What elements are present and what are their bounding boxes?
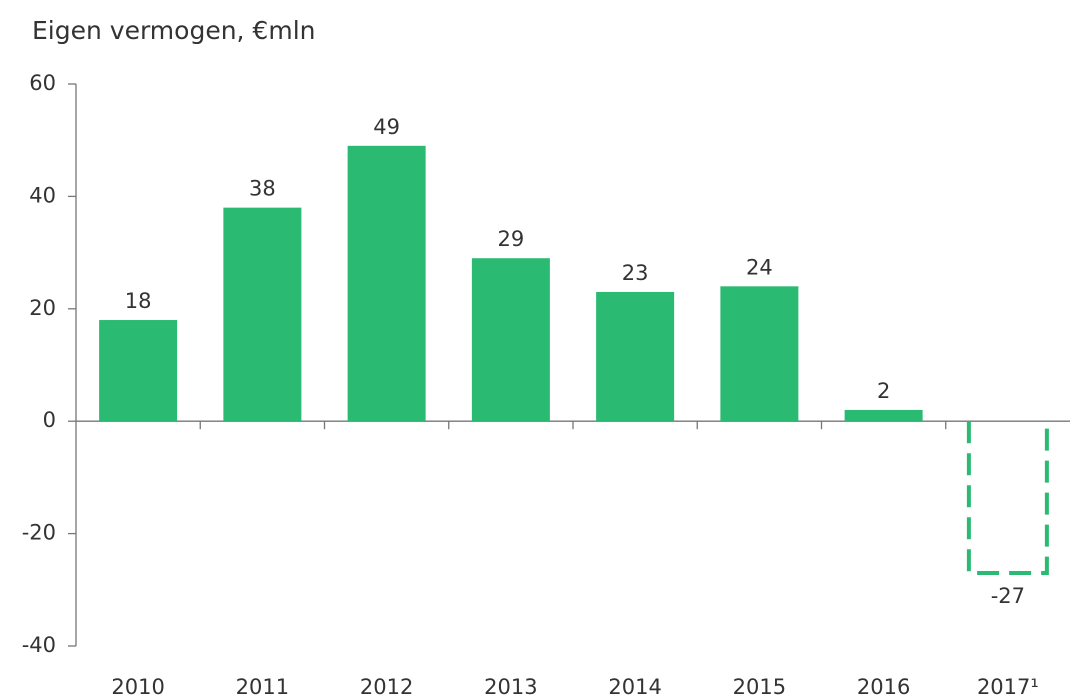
x-tick-label: 2011: [236, 675, 289, 698]
data-label: 18: [125, 289, 152, 313]
y-tick-label: 40: [29, 183, 56, 207]
bar: [99, 320, 178, 422]
x-tick-label: 2015: [733, 675, 786, 698]
x-tick-label: 2017¹: [977, 675, 1039, 698]
y-tick-label: 20: [29, 296, 56, 320]
bar: [471, 258, 550, 422]
x-tick-label: 2010: [111, 675, 164, 698]
chart-title: Eigen vermogen, €mln: [32, 16, 315, 45]
x-tick-label: 2012: [360, 675, 413, 698]
bar: [596, 291, 675, 422]
y-tick-label: 60: [29, 71, 56, 95]
bar: [720, 286, 799, 422]
y-tick-label: -40: [22, 633, 56, 657]
bar: [347, 145, 426, 422]
bar: [844, 409, 923, 422]
data-label: 24: [746, 255, 773, 279]
data-label: 2: [877, 379, 890, 403]
data-label: 49: [373, 115, 400, 139]
x-tick-label: 2014: [608, 675, 661, 698]
x-tick-label: 2016: [857, 675, 910, 698]
bar: [223, 207, 302, 422]
y-tick-label: -20: [22, 521, 56, 545]
data-label: -27: [991, 584, 1025, 608]
data-label: 23: [622, 261, 649, 285]
bar: [966, 421, 1049, 575]
data-label: 29: [498, 227, 525, 251]
data-label: 38: [249, 177, 276, 201]
x-tick-label: 2013: [484, 675, 537, 698]
y-tick-label: 0: [43, 408, 56, 432]
